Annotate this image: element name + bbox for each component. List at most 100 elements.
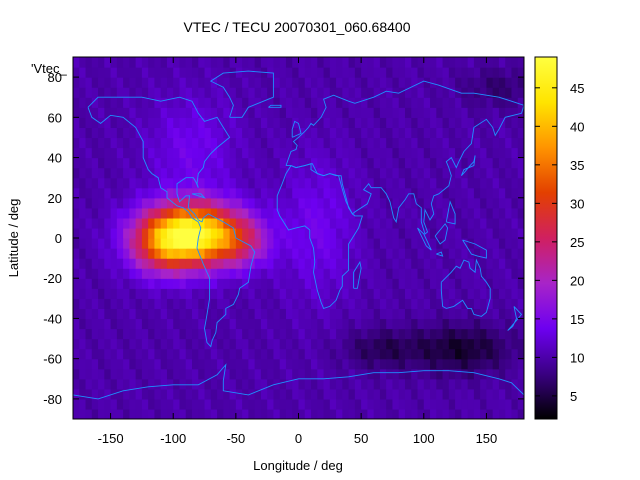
heatmap-cell xyxy=(392,107,400,118)
heatmap-cell xyxy=(135,167,143,179)
heatmap-cell xyxy=(135,157,143,169)
heatmap-cell xyxy=(129,147,137,159)
heatmap-cell xyxy=(342,107,350,118)
heatmap-cell xyxy=(160,197,168,209)
heatmap-cell xyxy=(267,187,275,199)
heatmap-cell xyxy=(223,177,231,189)
heatmap-cell xyxy=(498,378,506,390)
heatmap-cell xyxy=(110,238,118,249)
heatmap-cell xyxy=(198,207,206,219)
heatmap-cell xyxy=(166,248,174,259)
heatmap-cell xyxy=(185,258,193,269)
heatmap-cell xyxy=(379,127,387,139)
heatmap-cell xyxy=(273,157,281,169)
heatmap-cell xyxy=(398,278,406,289)
heatmap-cell xyxy=(104,167,112,179)
heatmap-cell xyxy=(480,308,488,320)
heatmap-cell xyxy=(292,67,300,78)
heatmap-cell xyxy=(486,308,494,320)
heatmap-cell xyxy=(285,328,293,340)
heatmap-cell xyxy=(511,238,519,249)
heatmap-cell xyxy=(298,87,306,98)
heatmap-cell xyxy=(354,318,362,330)
heatmap-cell xyxy=(185,288,193,299)
heatmap-cell xyxy=(179,87,187,98)
heatmap-cell xyxy=(411,398,419,410)
heatmap-cell xyxy=(217,167,224,179)
heatmap-cell xyxy=(386,197,394,209)
heatmap-cell xyxy=(323,107,331,118)
heatmap-cell xyxy=(148,328,156,340)
heatmap-cell xyxy=(148,318,156,330)
heatmap-cell xyxy=(392,137,400,149)
heatmap-cell xyxy=(473,67,481,78)
heatmap-cell xyxy=(210,288,218,299)
heatmap-cell xyxy=(135,338,143,350)
heatmap-cell xyxy=(298,258,306,269)
heatmap-cell xyxy=(135,207,143,219)
heatmap-cell xyxy=(448,67,456,78)
heatmap-cell xyxy=(448,137,456,149)
heatmap-cell xyxy=(166,408,174,419)
heatmap-cell xyxy=(361,298,368,309)
heatmap-cell xyxy=(455,107,462,118)
heatmap-cell xyxy=(198,338,206,350)
heatmap-cell xyxy=(79,358,87,370)
heatmap-cell xyxy=(361,197,368,209)
heatmap-cell xyxy=(242,358,249,370)
heatmap-cell xyxy=(229,378,237,390)
heatmap-cell xyxy=(392,338,400,350)
heatmap-cell xyxy=(304,348,312,360)
heatmap-cell xyxy=(367,318,375,330)
heatmap-cell xyxy=(85,268,93,279)
heatmap-cell xyxy=(411,57,419,68)
heatmap-cell xyxy=(442,147,450,159)
heatmap-cell xyxy=(129,278,137,289)
heatmap-cell xyxy=(85,97,93,108)
heatmap-cell xyxy=(254,87,262,98)
heatmap-cell xyxy=(235,288,243,299)
heatmap-cell xyxy=(417,368,425,380)
heatmap-cell xyxy=(455,388,462,400)
heatmap-cell xyxy=(104,57,112,68)
heatmap-cell xyxy=(511,87,519,98)
heatmap-cell xyxy=(354,398,362,410)
heatmap-cell xyxy=(423,348,431,360)
heatmap-cell xyxy=(148,368,156,380)
heatmap-cell xyxy=(285,288,293,299)
heatmap-cell xyxy=(461,328,469,340)
heatmap-cell xyxy=(398,368,406,380)
heatmap-cell xyxy=(486,408,494,419)
heatmap-cell xyxy=(311,177,318,189)
heatmap-cell xyxy=(386,117,394,128)
heatmap-cell xyxy=(417,137,425,149)
heatmap-cell xyxy=(279,107,287,118)
heatmap-cell xyxy=(348,408,356,419)
heatmap-cell xyxy=(129,127,137,139)
heatmap-cell xyxy=(217,157,224,169)
heatmap-cell xyxy=(141,378,149,390)
heatmap-cell xyxy=(304,217,312,229)
heatmap-cell xyxy=(141,398,149,410)
heatmap-cell xyxy=(223,197,231,209)
heatmap-cell xyxy=(492,348,500,360)
heatmap-cell xyxy=(166,298,174,309)
heatmap-cell xyxy=(73,167,80,179)
heatmap-cell xyxy=(436,97,444,108)
heatmap-cell xyxy=(373,358,381,370)
heatmap-cell xyxy=(98,57,105,68)
heatmap-cell xyxy=(73,117,80,128)
heatmap-cell xyxy=(442,197,450,209)
heatmap-cell xyxy=(192,378,199,390)
heatmap-cell xyxy=(486,207,494,219)
heatmap-cell xyxy=(292,408,300,419)
heatmap-cell xyxy=(423,398,431,410)
heatmap-cell xyxy=(498,278,506,289)
heatmap-cell xyxy=(498,248,506,259)
heatmap-cell xyxy=(242,348,249,360)
heatmap-cell xyxy=(217,388,224,400)
heatmap-cell xyxy=(160,368,168,380)
heatmap-cell xyxy=(91,207,99,219)
heatmap-cell xyxy=(448,398,456,410)
heatmap-cell xyxy=(229,398,237,410)
